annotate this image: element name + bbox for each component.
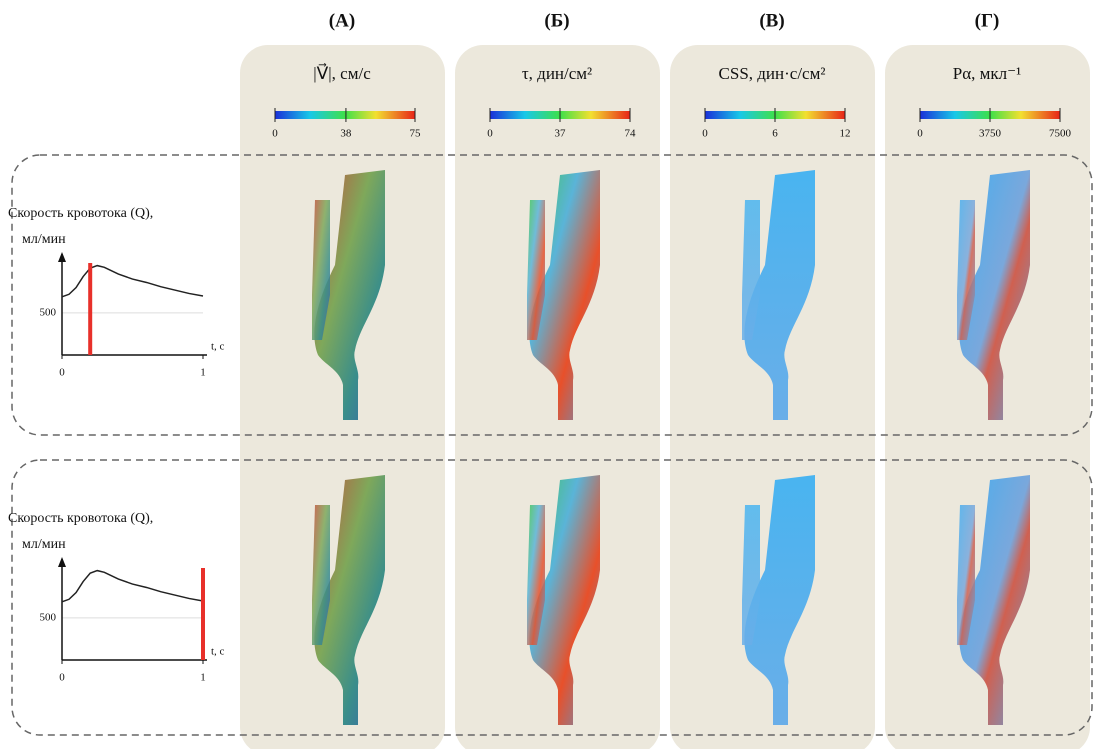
colorbar-tick-label: 3750 xyxy=(979,128,1002,140)
colorbar-tick-label: 0 xyxy=(272,128,278,140)
column-letter: (А) xyxy=(329,10,355,31)
figure: (А) |V⃗|, см/с 0 38 75 (Б) τ, дин/см² 0 37 74 (В) C… xyxy=(0,0,1097,749)
colorbar-tick-label: 12 xyxy=(840,128,851,140)
y-tick-label: 500 xyxy=(40,306,57,318)
x-label: t, с xyxy=(211,341,225,353)
colorbar-tick-label: 37 xyxy=(555,128,567,140)
page: (А) |V⃗|, см/с 0 38 75 (Б) τ, дин/см² 0 37 74 (В) C… xyxy=(0,0,1097,749)
colorbar-tick-label: 0 xyxy=(487,128,493,140)
y-tick-label: 500 xyxy=(40,611,57,623)
y-label: мл/мин xyxy=(22,537,66,552)
column-title: τ, дин/см² xyxy=(522,64,592,83)
column-letter: (Г) xyxy=(975,10,1000,31)
y-label: мл/мин xyxy=(22,232,66,247)
colorbar-tick-label: 75 xyxy=(410,128,422,140)
x-label: t, с xyxy=(211,646,225,658)
x-tick-label: 1 xyxy=(200,672,206,684)
column-letter: (Б) xyxy=(544,10,569,31)
flow-curve xyxy=(62,571,203,602)
flow-curve xyxy=(62,266,203,297)
colorbar-tick-label: 6 xyxy=(772,128,778,140)
colorbar xyxy=(275,111,415,119)
axis-arrow xyxy=(58,252,66,262)
colorbar-tick-label: 74 xyxy=(625,128,637,140)
colorbar-tick-label: 38 xyxy=(340,128,352,140)
colorbar-tick-label: 0 xyxy=(917,128,923,140)
x-tick-label: 1 xyxy=(200,367,206,379)
column-title: CSS, дин·с/см² xyxy=(719,64,826,83)
x-tick-label: 0 xyxy=(59,672,65,684)
column-title: |V⃗|, см/с xyxy=(313,63,371,83)
x-tick-label: 0 xyxy=(59,367,65,379)
y-label: Скорость кровотока (Q), xyxy=(8,511,153,526)
colorbar-tick-label: 7500 xyxy=(1049,128,1072,140)
colorbar-tick-label: 0 xyxy=(702,128,708,140)
y-label: Скорость кровотока (Q), xyxy=(8,206,153,221)
column-title: Pα, мкл⁻¹ xyxy=(953,64,1021,83)
axis-arrow xyxy=(58,557,66,567)
column-letter: (В) xyxy=(759,10,784,31)
